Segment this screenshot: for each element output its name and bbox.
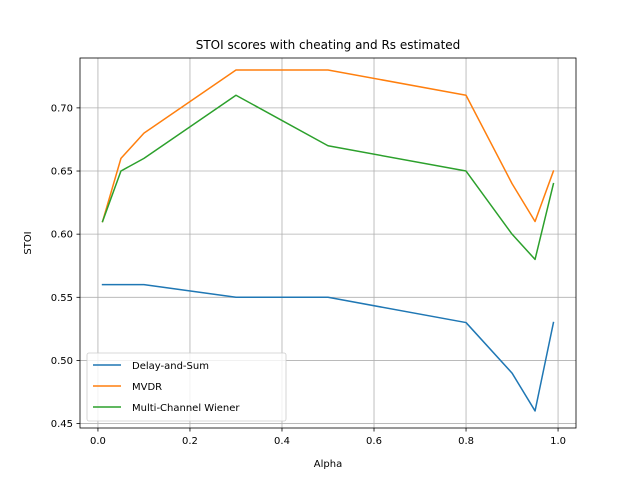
x-tick-label: 0.4 <box>274 436 290 447</box>
legend-label-1: MVDR <box>132 382 162 393</box>
y-tick-label: 0.50 <box>51 356 73 367</box>
x-tick-label: 0.6 <box>366 436 382 447</box>
legend-label-0: Delay-and-Sum <box>132 361 209 372</box>
series-line-1 <box>101 69 555 223</box>
y-tick-label: 0.45 <box>51 419 73 430</box>
x-tick-label: 0.0 <box>90 436 106 447</box>
legend-label-2: Multi-Channel Wiener <box>132 403 240 414</box>
chart-title: STOI scores with cheating and Rs estimat… <box>196 38 461 52</box>
y-tick-label: 0.65 <box>51 167 73 178</box>
x-axis-title: Alpha <box>314 459 342 470</box>
legend-box <box>86 352 287 422</box>
legend: Delay-and-Sum MVDR Multi-Channel Wiener <box>86 352 287 422</box>
series-line-2 <box>101 94 555 261</box>
series-line-0 <box>101 283 555 412</box>
x-tick-label: 1.0 <box>550 436 566 447</box>
x-tick-label: 0.2 <box>182 436 198 447</box>
y-tick-label: 0.55 <box>51 293 73 304</box>
plot-frame <box>79 57 577 429</box>
x-tick-label: 0.8 <box>458 436 474 447</box>
axis-ticks: 0.0 0.2 0.4 0.6 0.8 1.0 0.45 0.50 0.55 0.60 0.65 0.… <box>51 103 566 447</box>
series-lines <box>101 69 555 412</box>
y-tick-label: 0.70 <box>51 103 73 114</box>
y-tick-label: 0.60 <box>51 230 73 241</box>
y-axis-title: STOI <box>23 231 34 254</box>
